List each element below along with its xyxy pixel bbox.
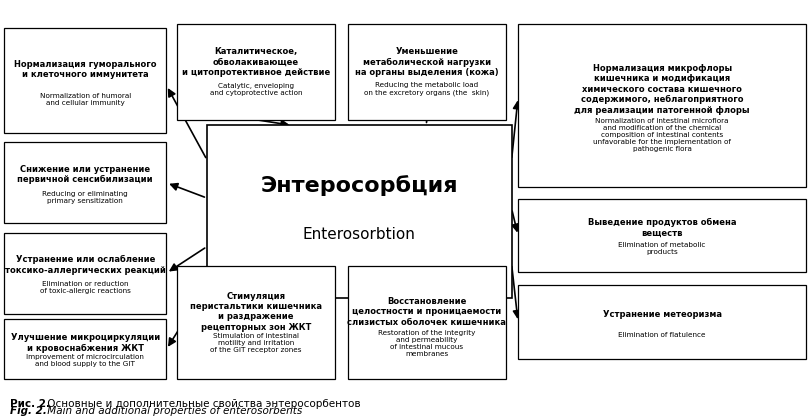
Bar <box>4 28 166 133</box>
Text: Снижение или устранение
первичной сенсибилизации: Снижение или устранение первичной сенсиб… <box>17 165 153 184</box>
Bar <box>517 285 805 359</box>
Text: Стимуляция
перистальтики кишечника
и раздражение
рецепторных зон ЖКТ: Стимуляция перистальтики кишечника и раз… <box>190 291 322 332</box>
Bar <box>4 142 166 223</box>
Text: Выведение продуктов обмена
веществ: Выведение продуктов обмена веществ <box>587 218 736 238</box>
Text: Основные и дополнительные свойства энтеросорбентов: Основные и дополнительные свойства энтер… <box>44 399 360 409</box>
Bar <box>517 24 805 187</box>
Text: Restoration of the integrity
and permeability
of intestinal mucous
membranes: Restoration of the integrity and permeab… <box>378 330 474 357</box>
Bar <box>347 267 505 380</box>
Text: Normalization of intestinal microflora
and modification of the chemical
composit: Normalization of intestinal microflora a… <box>593 118 730 152</box>
Text: Энтеросорбция: Энтеросорбция <box>260 175 457 196</box>
Text: Нормализация гуморального
и клеточного иммунитета: Нормализация гуморального и клеточного и… <box>14 60 157 79</box>
Text: Improvement of microcirculation
and blood supply to the GIT: Improvement of microcirculation and bloo… <box>26 354 144 367</box>
Bar <box>207 125 511 298</box>
Text: Устранение или ослабление
токсико-аллергических реакций: Устранение или ослабление токсико-аллерг… <box>5 255 165 275</box>
Text: Устранение метеоризма: Устранение метеоризма <box>602 310 721 319</box>
Text: Normalization of humoral
and cellular immunity: Normalization of humoral and cellular im… <box>40 93 131 106</box>
Text: Рис. 2.: Рис. 2. <box>10 399 49 409</box>
Text: Уменьшение
метаболической нагрузки
на органы выделения (кожа): Уменьшение метаболической нагрузки на ор… <box>354 47 498 77</box>
Text: Main and additional properties of enterosorbents: Main and additional properties of entero… <box>44 406 302 416</box>
Bar <box>177 24 335 120</box>
Text: Catalytic, enveloping
and cytoprotective action: Catalytic, enveloping and cytoprotective… <box>210 83 302 96</box>
Bar <box>4 319 166 380</box>
Text: Reducing or eliminating
primary sensitization: Reducing or eliminating primary sensitiz… <box>42 191 128 204</box>
Text: Нормализация микрофлоры
кишечника и модификация
химического состава кишечного
со: Нормализация микрофлоры кишечника и моди… <box>573 64 749 115</box>
Text: Stimulation of intestinal
motility and irritation
of the GIT receptor zones: Stimulation of intestinal motility and i… <box>210 333 302 353</box>
Bar <box>347 24 505 120</box>
Text: Elimination or reduction
of toxic-allergic reactions: Elimination or reduction of toxic-allerg… <box>40 281 131 294</box>
Text: Каталитическое,
обволакивающее
и цитопротективное действие: Каталитическое, обволакивающее и цитопро… <box>182 47 330 77</box>
Text: Улучшение микроциркуляции
и кровоснабжения ЖКТ: Улучшение микроциркуляции и кровоснабжен… <box>11 334 160 353</box>
Bar <box>517 199 805 272</box>
Bar <box>4 232 166 314</box>
Text: Enterosorbtion: Enterosorbtion <box>303 227 415 242</box>
Text: Fig. 2.: Fig. 2. <box>10 406 46 416</box>
Text: Восстановление
целостности и проницаемости
слизистых оболочек кишечника: Восстановление целостности и проницаемос… <box>347 297 505 326</box>
Bar <box>177 267 335 380</box>
Text: Elimination of metabolic
products: Elimination of metabolic products <box>618 242 705 255</box>
Text: Elimination of flatulence: Elimination of flatulence <box>618 332 705 338</box>
Text: Reducing the metabolic load
on the excretory organs (the  skin): Reducing the metabolic load on the excre… <box>363 82 489 96</box>
